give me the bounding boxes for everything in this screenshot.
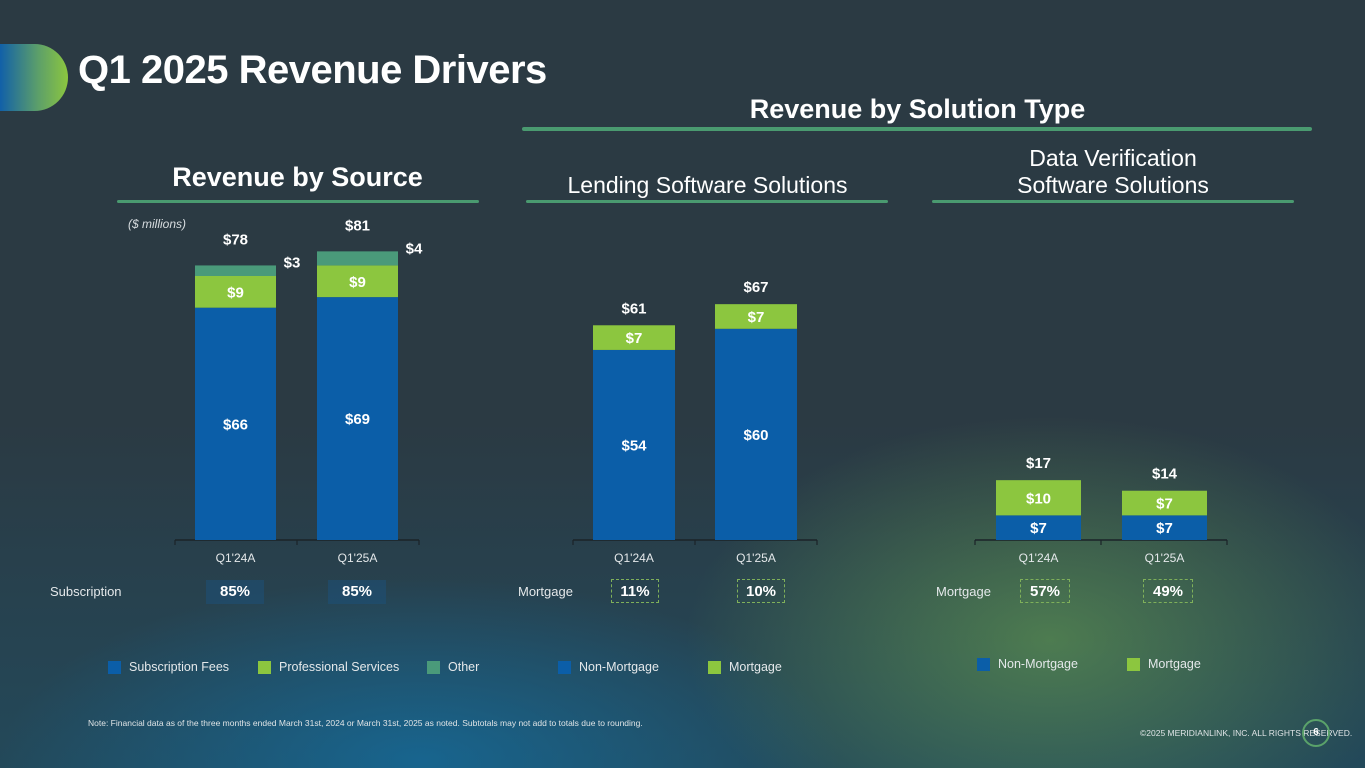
legend-item-non-mortgage-dv: Non-Mortgage [977, 657, 1078, 671]
bar-segment-subscription-fees [317, 297, 398, 540]
bar-segment-professional-services [195, 276, 276, 308]
bar-segment-non-mortgage [1122, 515, 1207, 540]
subtitle-data-verification-line1: Data Verification [1029, 145, 1197, 171]
data-label: $7 [1030, 520, 1047, 537]
total-label: $78 [223, 231, 248, 248]
share-row-label-data-verification: Mortgage [936, 584, 991, 599]
data-label: $7 [748, 309, 765, 326]
bar-segment-professional-services [317, 265, 398, 298]
bar-segment-mortgage [715, 304, 797, 329]
legend-label: Professional Services [279, 660, 400, 674]
legend-item-mortgage-dv: Mortgage [1127, 657, 1201, 671]
subtitle-data-verification: Data Verification Software Solutions [932, 145, 1294, 199]
section-title-solution-type: Revenue by Solution Type [749, 94, 1086, 124]
legend-label: Non-Mortgage [998, 657, 1078, 671]
page-number: 6 [1302, 719, 1330, 747]
share-value-dv-q124: 57% [1020, 579, 1070, 603]
legend-label: Mortgage [1148, 657, 1201, 671]
data-label: $7 [626, 330, 643, 347]
legend-label: Other [448, 660, 480, 674]
legend-swatch-blue [977, 657, 990, 671]
bar-segment-mortgage [1122, 490, 1207, 516]
legend-item-subscription-fees: Subscription Fees [108, 660, 229, 674]
copyright: ©2025 MERIDIANLINK, INC. ALL RIGHTS RESE… [1140, 728, 1353, 738]
bar-segment-non-mortgage [715, 328, 797, 540]
x-tick-label: Q1'24A [614, 551, 654, 565]
page-title: Q1 2025 Revenue Drivers [78, 48, 547, 92]
section-rule-by-source [117, 200, 479, 203]
share-row-label-lending: Mortgage [518, 584, 573, 599]
data-label: $69 [345, 411, 370, 428]
legend-swatch-green [1127, 657, 1140, 671]
x-tick-label: Q1'25A [1145, 551, 1185, 565]
total-label: $81 [345, 217, 370, 234]
section-rule-lending [526, 200, 888, 203]
legend-item-professional-services: Professional Services [258, 660, 399, 674]
data-label-other: $4 [406, 240, 423, 257]
bar-segment-other [317, 251, 398, 266]
legend-label: Mortgage [729, 660, 782, 674]
bar-segment-mortgage [996, 480, 1081, 516]
data-label: $10 [1026, 490, 1051, 507]
title-accent-pill [0, 44, 68, 111]
x-tick-label: Q1'24A [1019, 551, 1059, 565]
share-value-source-q125: 85% [328, 580, 386, 604]
x-tick-label: Q1'25A [338, 551, 378, 565]
share-value-lending-q124: 11% [611, 579, 659, 603]
section-title-by-source: Revenue by Source [172, 162, 423, 192]
legend-swatch-teal [427, 660, 440, 674]
subtitle-lending: Lending Software Solutions [567, 172, 848, 198]
legend-label: Non-Mortgage [579, 660, 659, 674]
legend-label: Subscription Fees [129, 660, 230, 674]
section-rule-data-verification [932, 200, 1294, 203]
bar-segment-other [195, 265, 276, 276]
units-label: ($ millions) [128, 217, 187, 231]
legend-item-mortgage-lending: Mortgage [708, 660, 782, 674]
data-label: $54 [621, 437, 647, 454]
bar-segment-subscription-fees [195, 307, 276, 540]
x-tick-label: Q1'25A [736, 551, 776, 565]
legend-swatch-blue [558, 660, 571, 674]
data-label: $7 [1156, 496, 1173, 513]
share-row-label-source: Subscription [50, 584, 122, 599]
total-label: $14 [1152, 466, 1178, 483]
legend-swatch-green [708, 660, 721, 674]
x-tick-label: Q1'24A [216, 551, 256, 565]
section-rule-solution-type [522, 127, 1312, 131]
footnote: Note: Financial data as of the three mon… [88, 718, 643, 728]
data-label-other: $3 [284, 254, 301, 271]
legend-swatch-green [258, 660, 271, 674]
subtitle-data-verification-line2: Software Solutions [1017, 172, 1209, 198]
legend-item-non-mortgage-lending: Non-Mortgage [558, 660, 659, 674]
data-label: $9 [349, 274, 366, 291]
legend-item-other: Other [427, 660, 479, 674]
legend-swatch-blue [108, 660, 121, 674]
data-label: $7 [1156, 520, 1173, 537]
bar-segment-non-mortgage [593, 349, 675, 540]
total-label: $17 [1026, 455, 1051, 472]
data-label: $9 [227, 284, 244, 301]
share-value-source-q124: 85% [206, 580, 264, 604]
share-value-dv-q125: 49% [1143, 579, 1193, 603]
data-label: $60 [743, 427, 768, 444]
bar-segment-non-mortgage [996, 515, 1081, 540]
bar-segment-mortgage [593, 325, 675, 350]
total-label: $67 [743, 279, 768, 296]
total-label: $61 [621, 300, 646, 317]
share-value-lending-q125: 10% [737, 579, 785, 603]
data-label: $66 [223, 416, 248, 433]
